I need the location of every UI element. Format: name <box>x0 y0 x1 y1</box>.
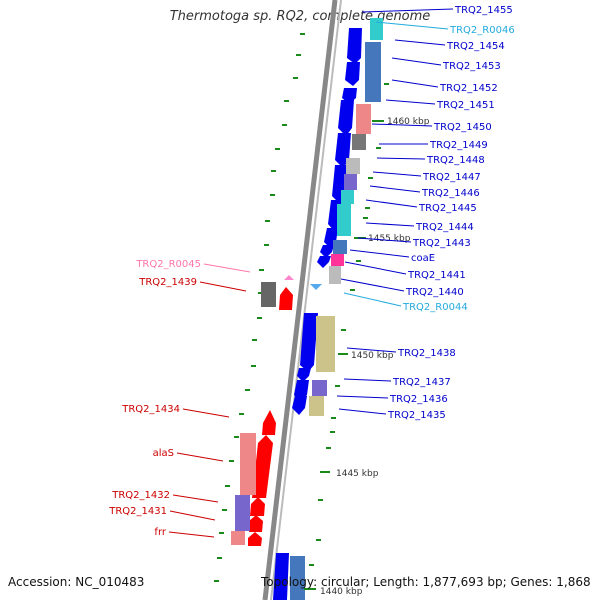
leader-line <box>371 123 433 127</box>
leader-line <box>375 21 449 30</box>
leader-line <box>365 222 415 227</box>
gene-label-trq2_1448[interactable]: TRQ2_1448 <box>426 155 485 166</box>
topology-text: Topology: circular; Length: 1,877,693 bp… <box>261 575 591 589</box>
gene-label-trq2_r0046[interactable]: TRQ2_R0046 <box>449 25 515 36</box>
gene-label-trq2_1432[interactable]: TRQ2_1432 <box>111 490 170 501</box>
gene-label-trq2_1444[interactable]: TRQ2_1444 <box>415 222 474 233</box>
leader-line <box>369 185 421 193</box>
gene-label-trq2_1453[interactable]: TRQ2_1453 <box>442 61 501 72</box>
genome-backbone <box>262 0 342 600</box>
forward-genes <box>273 28 362 600</box>
leader-line <box>372 171 422 177</box>
gene-arrow <box>338 100 354 136</box>
gene-arrow <box>279 287 293 310</box>
gene-label-trq2_r0044[interactable]: TRQ2_R0044 <box>402 302 468 313</box>
leader-line <box>361 8 454 13</box>
leader-line <box>349 249 410 258</box>
gene-arrow <box>300 313 318 372</box>
reverse-genes <box>248 275 294 546</box>
gene-arrow <box>347 28 362 64</box>
leader-line <box>391 57 442 66</box>
leader-line <box>203 263 251 273</box>
gene-label-trq2_1449[interactable]: TRQ2_1449 <box>429 140 488 151</box>
accession-text: Accession: NC_010483 <box>8 575 145 589</box>
gene-arrow <box>273 553 289 600</box>
gene-arrow <box>252 435 273 498</box>
gene-arrow <box>248 532 262 546</box>
gene-label-trq2_1436[interactable]: TRQ2_1436 <box>389 394 448 405</box>
gene-label-trq2_1439[interactable]: TRQ2_1439 <box>138 277 197 288</box>
leader-line <box>357 237 412 243</box>
leader-line <box>182 408 230 418</box>
kbp-label-1445: 1445 kbp <box>336 469 379 479</box>
gene-arrow <box>292 396 307 415</box>
leader-line <box>346 347 397 353</box>
leader-line <box>199 281 247 292</box>
left-gene-labels[interactable]: TRQ2_R0045 TRQ2_1439 TRQ2_1434 alaS TRQ2_143… <box>108 259 201 538</box>
gene-label-trq2_1455[interactable]: TRQ2_1455 <box>454 5 513 16</box>
gene-label-trq2_1434[interactable]: TRQ2_1434 <box>121 404 180 415</box>
gene-arrow <box>262 410 276 435</box>
gene-label-frr[interactable]: frr <box>154 527 166 538</box>
leader-line <box>172 494 219 503</box>
gene-label-trq2_1437[interactable]: TRQ2_1437 <box>392 377 451 388</box>
reverse-cog-boxes <box>231 282 276 545</box>
gene-arrow <box>320 245 334 258</box>
gene-label-alas[interactable]: alaS <box>153 448 174 459</box>
gene-label-trq2_1435[interactable]: TRQ2_1435 <box>387 410 446 421</box>
leader-line <box>344 261 407 275</box>
gene-label-trq2_1446[interactable]: TRQ2_1446 <box>421 188 480 199</box>
leader-line <box>391 79 439 88</box>
gene-label-trq2_1450[interactable]: TRQ2_1450 <box>433 122 492 133</box>
leader-line <box>340 278 405 292</box>
leader-line <box>394 39 446 46</box>
leader-line <box>365 199 418 208</box>
forward-cog-boxes <box>290 18 383 600</box>
gene-label-trq2_1451[interactable]: TRQ2_1451 <box>436 100 495 111</box>
leader-line <box>336 395 389 399</box>
leader-line <box>168 531 215 538</box>
leader-line <box>385 99 436 105</box>
leader-line <box>338 408 387 415</box>
gene-arrow <box>317 256 331 268</box>
gene-label-trq2_1438[interactable]: TRQ2_1438 <box>397 348 456 359</box>
right-gene-labels[interactable]: TRQ2_1455 TRQ2_R0046 TRQ2_1454 TRQ2_1453 TRQ… <box>387 5 515 421</box>
gene-arrow <box>250 497 265 516</box>
leader-line <box>176 452 224 462</box>
leader-line <box>343 378 392 382</box>
gene-arrow <box>249 515 263 532</box>
gene-label-trq2_1447[interactable]: TRQ2_1447 <box>422 172 481 183</box>
gene-arrow <box>345 62 360 86</box>
gene-label-trq2_1445[interactable]: TRQ2_1445 <box>418 203 477 214</box>
gene-label-trq2_1454[interactable]: TRQ2_1454 <box>446 41 505 52</box>
gene-arrow <box>297 368 311 382</box>
gene-label-trq2_1443[interactable]: TRQ2_1443 <box>412 238 471 249</box>
gene-label-trq2_1440[interactable]: TRQ2_1440 <box>405 287 464 298</box>
kbp-label-1450: 1450 kbp <box>351 351 394 361</box>
leader-line <box>343 292 402 307</box>
gene-label-trq2_1431[interactable]: TRQ2_1431 <box>108 506 167 517</box>
kbp-label-1460: 1460 kbp <box>387 117 430 127</box>
gene-label-trq2_1441[interactable]: TRQ2_1441 <box>407 270 466 281</box>
genome-title: Thermotoga sp. RQ2, complete genome <box>169 9 431 24</box>
label-leader-lines <box>168 8 454 538</box>
gene-label-coae[interactable]: coaE <box>411 253 435 264</box>
leader-line <box>376 157 426 160</box>
leader-line <box>169 510 216 521</box>
gene-label-trq2_r0045[interactable]: TRQ2_R0045 <box>135 259 201 270</box>
gene-label-trq2_1452[interactable]: TRQ2_1452 <box>439 83 498 94</box>
kbp-label-1440: 1440 kbp <box>320 587 363 597</box>
kbp-label-1455: 1455 kbp <box>368 234 411 244</box>
